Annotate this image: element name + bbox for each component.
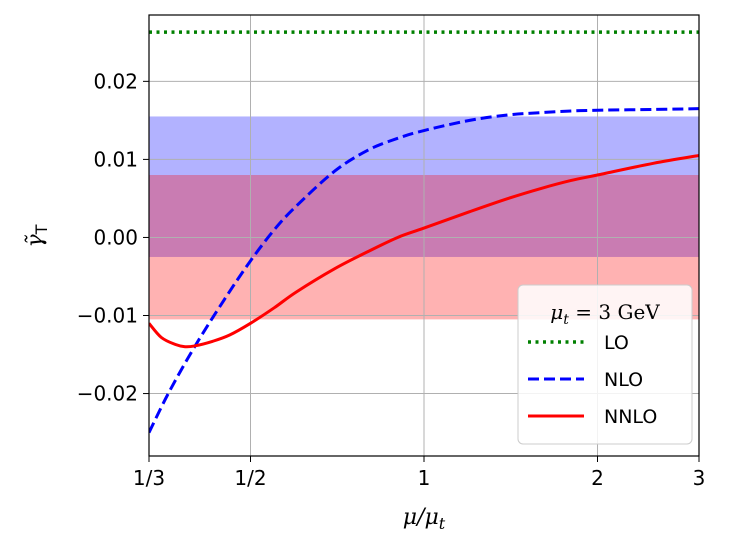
x-tick-label: 2 — [591, 466, 604, 490]
legend-label-lo: LO — [604, 332, 629, 354]
y-tick-label: 0.01 — [93, 147, 138, 171]
x-tick-label: 1/2 — [234, 466, 266, 490]
legend-label-nnlo: NNLO — [604, 406, 657, 428]
legend: μt = 3 GeV LO NLO NNLO — [517, 284, 693, 445]
legend-entries: LO NLO NNLO — [528, 332, 657, 428]
legend-label-nlo: NLO — [604, 369, 643, 391]
x-axis-ticks: 1/3 1/2 1 2 3 — [133, 456, 705, 490]
y-tick-label: 0.02 — [93, 69, 138, 93]
x-axis-label: μ/μt — [403, 505, 446, 533]
series-line-nlo — [149, 107, 699, 434]
y-tick-label: −0.02 — [77, 382, 138, 406]
x-tick-label: 1/3 — [133, 466, 165, 490]
series-line-nnlo — [149, 154, 699, 349]
legend-title: μt = 3 GeV — [550, 300, 660, 328]
y-tick-label: 0.00 — [93, 225, 138, 249]
x-tick-label: 1 — [418, 466, 431, 490]
y-axis-label: γ̃T — [23, 224, 51, 247]
y-axis-ticks: 0.02 0.01 0.00 −0.01 −0.02 — [77, 69, 149, 406]
data-series — [149, 30, 699, 434]
y-tick-label: −0.01 — [77, 304, 138, 328]
legend-box — [517, 284, 693, 445]
x-tick-label: 3 — [693, 466, 706, 490]
